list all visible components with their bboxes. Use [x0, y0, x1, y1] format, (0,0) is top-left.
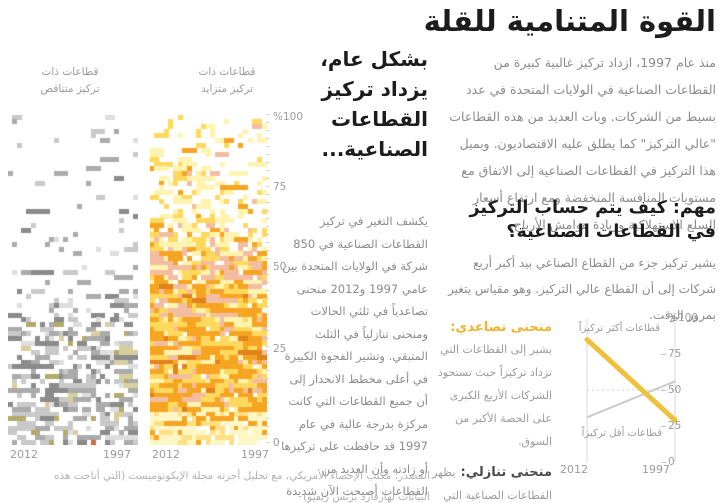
less-concentrated-annotation: قطاعات أقل تركيزاً — [581, 428, 662, 439]
explainer-ytick-100: %100 — [668, 312, 699, 324]
overall-section-body: يكشف التغير في تركيز القطاعات الصناعية ف… — [281, 214, 428, 498]
explainer-y-axis-ticks — [661, 318, 666, 464]
downward-line — [586, 380, 676, 419]
curve-legend: منحنى تصاعدي: يشير إلى القطاعات التي تزد… — [428, 318, 552, 503]
upward-curve-text: يشير إلى القطاعات التي تزداد تركيزاً حيث… — [437, 343, 552, 448]
explainer-slope-chart: %100 75 50 25 0 2012 1997 قطاعات أكثر تر… — [552, 310, 717, 485]
explainer-ytick-50: 50 — [668, 384, 682, 396]
downward-curve-text: يظهر القطاعات الصناعية التي تتراجع نسبة … — [432, 466, 552, 502]
increasing-chart-header-line2: تركيز متزايد — [201, 83, 253, 95]
explainer-ytick-25: 25 — [668, 420, 682, 432]
explainer-ytick-0: 0 — [668, 456, 675, 468]
overall-section-heading: بشكل عام، يزداد تركيز القطاعات الصناعية.… — [320, 47, 428, 161]
intro-paragraph: منذ عام 1997، ازداد تركيز غالبية كبيرة م… — [449, 55, 716, 232]
source-note: المصدر: مكتب الإحصاء الأمريكي، مع تحليل … — [53, 470, 430, 503]
decreasing-chart-header-line1: قطاعات ذات — [41, 66, 99, 78]
heatmap-ytick-25: 25 — [273, 343, 287, 355]
explainer-xtick-1997: 1997 — [642, 463, 670, 476]
increasing-xtick-2012: 2012 — [152, 448, 180, 461]
heatmap-ytick-0: 0 — [273, 437, 280, 449]
increasing-chart-header: قطاعات ذات تركيز متزايد — [183, 64, 271, 98]
decreasing-concentration-heatmap — [8, 115, 138, 445]
upward-curve-label: منحنى تصاعدي: — [450, 320, 552, 335]
heatmap-ytick-75: 75 — [273, 181, 287, 193]
upward-line — [584, 337, 678, 423]
explainer-xtick-2012: 2012 — [560, 463, 588, 476]
heatmap-y-axis-ticks — [266, 114, 269, 448]
how-section-heading: مهم: كيف يتم حساب التركيز في القطاعات ال… — [469, 198, 716, 242]
page-title: القوة المتنامية للقلة — [423, 4, 716, 38]
heatmap-ytick-100: %100 — [273, 111, 304, 123]
explainer-ytick-75: 75 — [668, 348, 682, 360]
decreasing-xtick-1997: 1997 — [103, 448, 131, 461]
decreasing-chart-header-line2: تركيز متناقص — [40, 83, 100, 95]
downward-curve-label: منحنى تنازلي: — [460, 465, 553, 480]
decreasing-xtick-2012: 2012 — [10, 448, 38, 461]
how-section-body: يشير تركيز جزء من القطاع الصناعي بيد أكب… — [448, 256, 716, 322]
increasing-chart-header-line1: قطاعات ذات — [198, 66, 256, 78]
decreasing-chart-header: قطاعات ذات تركيز متناقص — [26, 64, 114, 98]
explainer-slope-svg — [584, 318, 678, 462]
heatmap-ytick-50: 50 — [273, 261, 287, 273]
more-concentrated-annotation: قطاعات أكثر تركيزاً — [578, 323, 660, 334]
downward-curve-paragraph: منحنى تنازلي: يظهر القطاعات الصناعية الت… — [428, 461, 552, 503]
increasing-xtick-1997: 1997 — [241, 448, 269, 461]
increasing-concentration-heatmap — [150, 115, 267, 445]
